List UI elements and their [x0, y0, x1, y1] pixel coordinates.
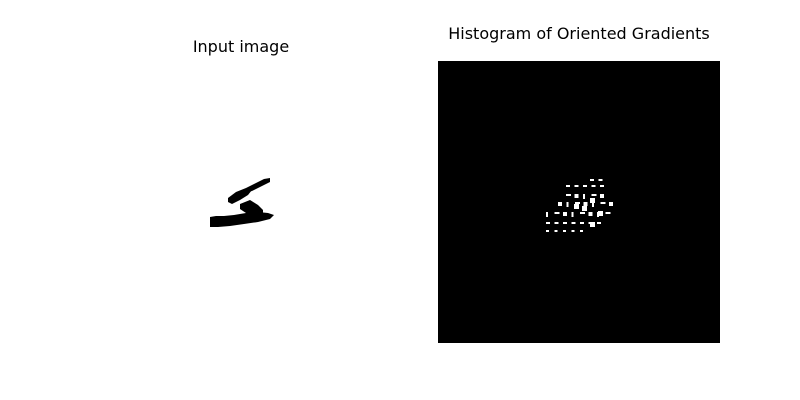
hog-cell-mark	[600, 185, 604, 187]
hog-strong-cell	[598, 211, 603, 216]
hog-cell-mark	[555, 212, 560, 214]
hog-cell-mark	[583, 194, 585, 199]
hog-cell-mark	[589, 212, 593, 216]
hog-cell-mark	[558, 202, 562, 206]
handwritten-digit-image	[100, 61, 382, 343]
hog-cell-mark	[597, 222, 601, 224]
hog-cell-mark	[546, 230, 549, 232]
hog-cell-mark	[572, 230, 575, 232]
hog-cell-mark	[580, 212, 585, 214]
hog-cell-mark	[563, 212, 567, 216]
hog-cell-mark	[575, 185, 579, 187]
input-image-title: Input image	[193, 37, 289, 56]
hog-panel	[438, 61, 720, 343]
hog-cell-mark	[567, 202, 569, 207]
hog-cell-mark	[584, 202, 588, 206]
hog-cell-mark	[590, 179, 594, 181]
hog-cell-mark	[592, 185, 596, 187]
digit-bottom-stroke	[210, 212, 274, 227]
hog-cell-mark	[583, 185, 587, 187]
hog-cell-mark	[575, 202, 580, 204]
hog-strong-cell	[590, 198, 595, 203]
hog-cell-mark	[566, 194, 571, 196]
hog-title: Histogram of Oriented Gradients	[448, 24, 710, 43]
hog-cell-mark	[572, 222, 576, 224]
hog-cell-mark	[609, 202, 613, 206]
hog-cell-mark	[546, 212, 548, 217]
input-image-panel	[100, 61, 382, 343]
hog-cell-mark	[555, 222, 559, 224]
hog-strong-cell	[590, 222, 595, 227]
hog-cell-mark	[555, 230, 558, 232]
hog-cell-mark	[575, 194, 579, 198]
hog-cell-mark	[599, 179, 603, 181]
hog-cell-mark	[563, 230, 566, 232]
digit-top-tail	[246, 178, 270, 192]
hog-cell-mark	[572, 212, 574, 217]
hog-visualization-image	[438, 61, 720, 343]
hog-cell-mark	[600, 194, 604, 198]
hog-cell-mark	[580, 222, 584, 224]
hog-cell-mark	[563, 222, 567, 224]
hog-strong-cell	[582, 206, 587, 211]
hog-cell-mark	[592, 194, 597, 196]
hog-cell-mark	[546, 222, 550, 224]
hog-cell-mark	[580, 230, 583, 232]
hog-strong-cell	[574, 204, 579, 209]
hog-cell-mark	[566, 185, 570, 187]
hog-cell-mark	[601, 202, 606, 204]
hog-cell-mark	[606, 212, 611, 214]
